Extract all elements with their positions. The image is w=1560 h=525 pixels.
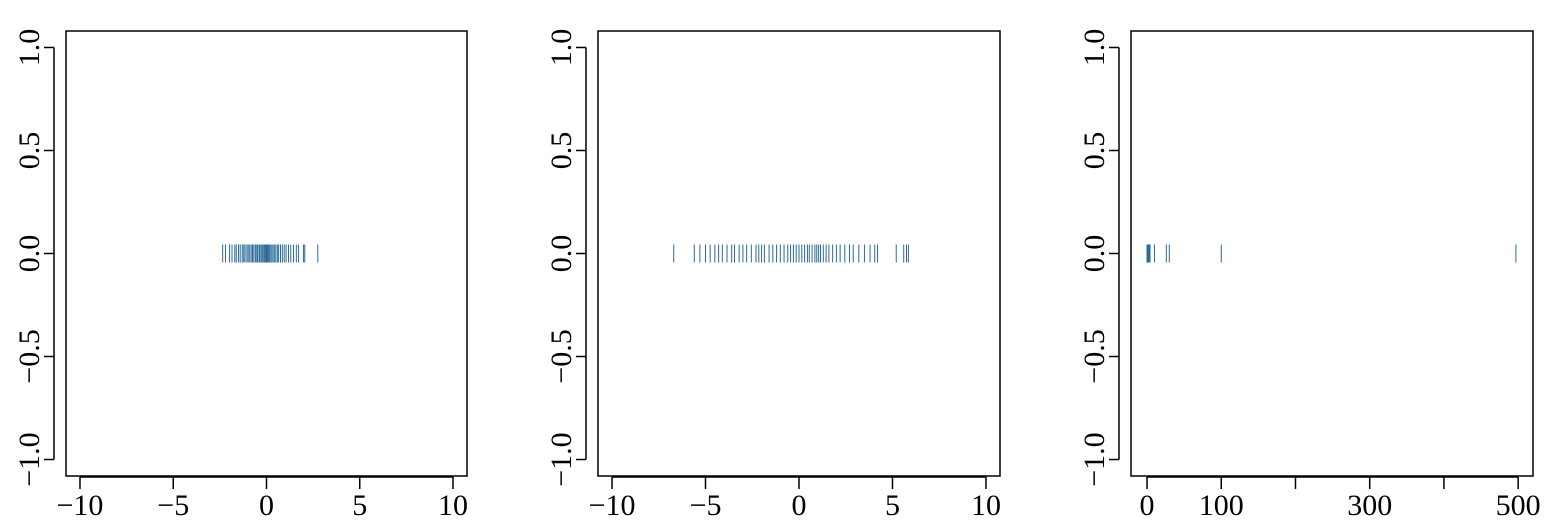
x-tick-label: −5 [157,489,189,522]
y-tick-label: −1.0 [545,432,578,486]
x-tick-label: 10 [438,489,468,522]
y-tick-label: 0.5 [13,132,46,170]
y-tick-label: 1.0 [545,29,578,66]
y-tick-label: 0.5 [545,132,578,170]
x-tick-label: 300 [1347,489,1392,522]
y-tick-label: −1.0 [13,432,46,486]
y-tick-label: 0.0 [1078,235,1111,273]
y-tick-label: −0.5 [545,329,578,383]
x-tick-label: 0 [1140,489,1155,522]
plot-frame [597,30,1001,477]
x-tick-label: 100 [1199,489,1244,522]
x-tick-label: 0 [792,489,807,522]
x-tick-label: 10 [971,489,1001,522]
x-tick-label: 5 [885,489,900,522]
y-tick-label: 1.0 [1078,29,1111,66]
x-tick-label: 500 [1496,489,1541,522]
x-tick-label: −5 [690,489,722,522]
y-tick-label: −0.5 [13,329,46,383]
y-tick-label: −0.5 [1078,329,1111,383]
x-tick-label: 0 [259,489,274,522]
x-tick-label: 5 [352,489,367,522]
y-tick-label: 1.0 [13,29,46,66]
plot-frame [65,30,468,477]
x-tick-label: −10 [589,489,636,522]
y-tick-label: 0.0 [13,235,46,273]
y-tick-label: 0.0 [545,235,578,273]
y-tick-label: −1.0 [1078,432,1111,486]
y-tick-label: 0.5 [1078,132,1111,170]
x-tick-label: −10 [57,489,104,522]
plot-frame [1130,30,1534,477]
